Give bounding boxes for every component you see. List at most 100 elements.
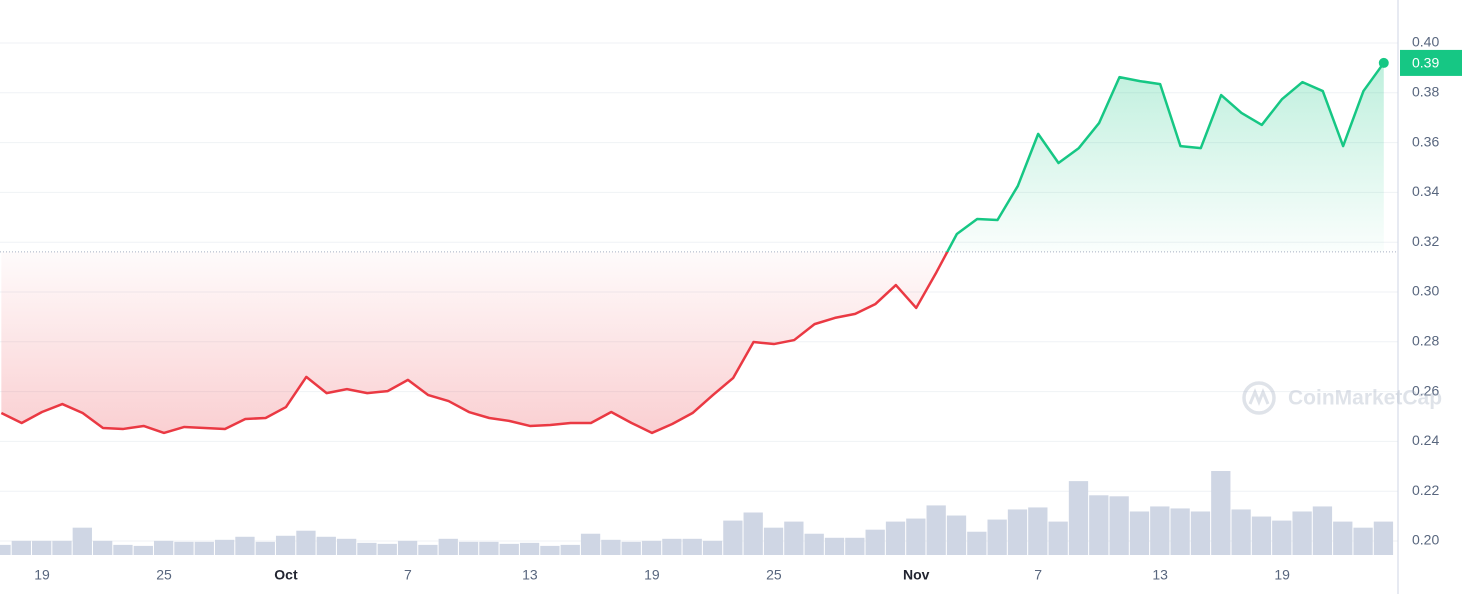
- volume-bar: [377, 543, 397, 555]
- volume-bar: [1353, 527, 1373, 555]
- x-tick-label: 25: [156, 567, 172, 583]
- volume-bar: [153, 540, 174, 555]
- area-fill: [1, 62, 1384, 433]
- volume-bar: [418, 544, 438, 555]
- volume-bar: [1048, 521, 1068, 555]
- y-tick-label: 0.40: [1412, 34, 1439, 50]
- volume-bar: [580, 533, 601, 555]
- volume-bar: [336, 538, 357, 555]
- volume-bar: [1312, 506, 1333, 555]
- x-tick-label: Oct: [274, 567, 298, 583]
- watermark-text: CoinMarketCap: [1288, 387, 1442, 410]
- volume-bar: [601, 539, 621, 555]
- y-tick-label: 0.36: [1412, 133, 1439, 149]
- volume-bar: [255, 541, 275, 555]
- volume-bar: [458, 541, 479, 555]
- volume-bar: [682, 538, 702, 555]
- volume-bar: [987, 519, 1007, 555]
- x-tick-label: 19: [34, 567, 50, 583]
- volume-bar: [316, 536, 336, 555]
- volume-bar: [133, 545, 153, 555]
- volume-bar: [540, 545, 560, 555]
- x-tick-label: 19: [644, 567, 660, 583]
- x-tick-label: 13: [1152, 567, 1168, 583]
- volume-bar: [11, 540, 31, 555]
- volume-bar: [1373, 521, 1394, 555]
- y-tick-label: 0.38: [1412, 84, 1439, 100]
- volume-bar: [499, 543, 519, 555]
- last-price-dot: [1378, 57, 1389, 68]
- volume-bar: [743, 512, 763, 555]
- volume-bar: [1150, 506, 1170, 555]
- volume-bar: [1292, 511, 1312, 555]
- x-tick-label: 13: [522, 567, 538, 583]
- volume-bar: [174, 541, 194, 555]
- volume-bar: [1272, 520, 1292, 555]
- y-tick-label: 0.22: [1412, 482, 1439, 498]
- price-badge: [1400, 49, 1462, 76]
- y-tick-label: 0.24: [1412, 432, 1439, 448]
- volume-bar: [1007, 509, 1028, 555]
- volume-bar: [52, 540, 72, 555]
- volume-bar: [438, 538, 458, 555]
- volume-bar: [1170, 508, 1190, 555]
- volume-bar: [1190, 511, 1211, 555]
- volume-bar: [0, 544, 11, 555]
- y-tick-label: 0.26: [1412, 382, 1439, 398]
- volume-bar: [214, 539, 235, 555]
- volume-bar: [621, 541, 641, 555]
- volume-bar: [235, 536, 255, 555]
- volume-bar: [641, 540, 662, 555]
- watermark-logo: [1242, 381, 1276, 415]
- volume-bar: [275, 535, 296, 555]
- volume-bar: [1231, 509, 1251, 555]
- volume-bar: [296, 530, 316, 555]
- volume-bar: [824, 537, 845, 555]
- volume-bar: [194, 541, 214, 555]
- y-tick-label: 0.30: [1412, 283, 1439, 299]
- volume-bar: [723, 520, 743, 555]
- volume-bar: [845, 537, 865, 555]
- volume-bar: [1089, 495, 1109, 555]
- volume-bar: [397, 540, 418, 555]
- watermark: CoinMarketCap: [1242, 381, 1442, 415]
- volume-bar: [946, 515, 967, 555]
- volume-bar: [479, 541, 499, 555]
- volume-bar: [763, 527, 784, 555]
- price-badge-label: 0.39: [1412, 55, 1439, 71]
- volume-bar: [804, 533, 824, 555]
- volume-bar: [967, 531, 987, 555]
- volume-bar: [357, 542, 377, 555]
- volume-bar: [1028, 507, 1048, 555]
- volume-bar: [1211, 471, 1231, 555]
- volume-bar: [702, 540, 723, 555]
- x-tick-label: 25: [766, 567, 782, 583]
- volume-bar: [906, 518, 926, 555]
- volume-bar: [885, 521, 906, 555]
- y-tick-label: 0.28: [1412, 333, 1439, 349]
- y-tick-label: 0.34: [1412, 183, 1439, 199]
- volume-bar: [1109, 496, 1129, 555]
- price-line: [0, 62, 1385, 435]
- volume-bar: [113, 544, 133, 555]
- volume-bar: [1251, 516, 1272, 555]
- y-tick-label: 0.20: [1412, 532, 1439, 548]
- volume-bar: [560, 544, 580, 555]
- volume-bar: [926, 505, 946, 555]
- volume-bar: [1333, 521, 1353, 555]
- x-tick-label: 7: [404, 567, 412, 583]
- volume-bar: [32, 540, 52, 555]
- watermark-logo-mark: [1248, 388, 1270, 407]
- volume-bar: [784, 521, 804, 555]
- volume-bar: [662, 538, 682, 555]
- x-tick-label: 19: [1274, 567, 1290, 583]
- y-tick-label: 0.32: [1412, 233, 1439, 249]
- volume-bar: [1068, 481, 1089, 555]
- x-tick-label: Nov: [903, 567, 930, 583]
- volume-bar: [865, 529, 885, 555]
- volume-bar: [519, 542, 540, 555]
- volume-bar: [1129, 511, 1150, 555]
